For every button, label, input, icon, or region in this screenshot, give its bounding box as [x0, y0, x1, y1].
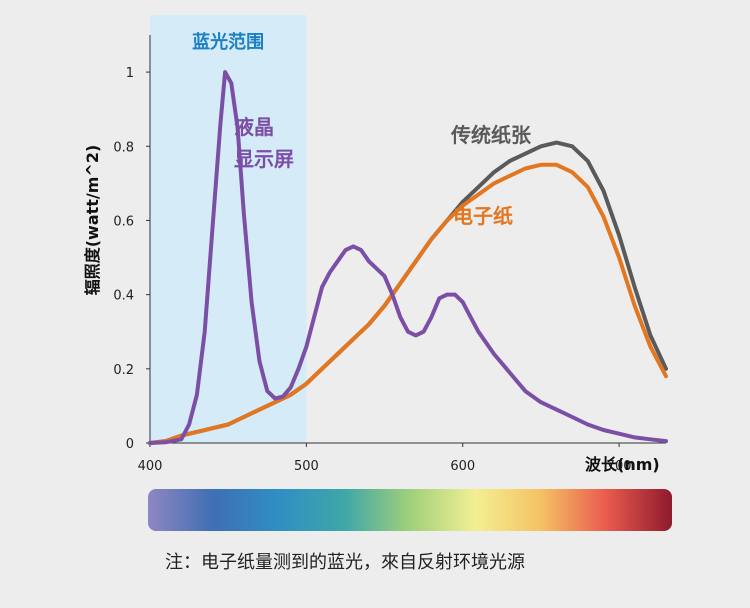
series-group: [148, 70, 668, 445]
series-line: [148, 70, 668, 445]
x-tick-label: 500: [294, 459, 319, 474]
x-tick-label: 700: [607, 459, 632, 474]
series-label: 显示屏: [234, 147, 294, 171]
y-tick-label: 0: [126, 437, 134, 452]
spectrum-color-bar: [148, 489, 672, 531]
x-tick-label: 600: [450, 459, 475, 474]
y-tick-label: 1: [126, 66, 134, 81]
x-tick-label: 400: [138, 459, 163, 474]
series-label: 电子纸: [453, 204, 513, 228]
series-label: 液晶: [234, 115, 274, 139]
blue-light-range-band: [150, 15, 307, 443]
y-tick-label: 0.2: [113, 363, 134, 378]
y-tick-label: 0.4: [113, 289, 134, 304]
x-tick-group: 400 500 600 700: [138, 443, 632, 474]
series-line: [148, 162, 668, 445]
blue-light-range-label: 蓝光范围: [192, 31, 264, 53]
y-tick-label: 0.6: [113, 214, 134, 229]
footnote-text: 注：电子纸量测到的蓝光，來自反射环境光源: [165, 552, 525, 573]
y-tick-group: 0 0.2 0.4 0.6 0.8 1: [113, 66, 150, 452]
y-tick-label: 0.8: [113, 140, 134, 155]
series-label: 传统纸张: [450, 123, 532, 147]
x-axis-title: 波长(nm): [585, 455, 660, 474]
y-axis-title: 辐照度(watt/m^2): [83, 145, 102, 296]
